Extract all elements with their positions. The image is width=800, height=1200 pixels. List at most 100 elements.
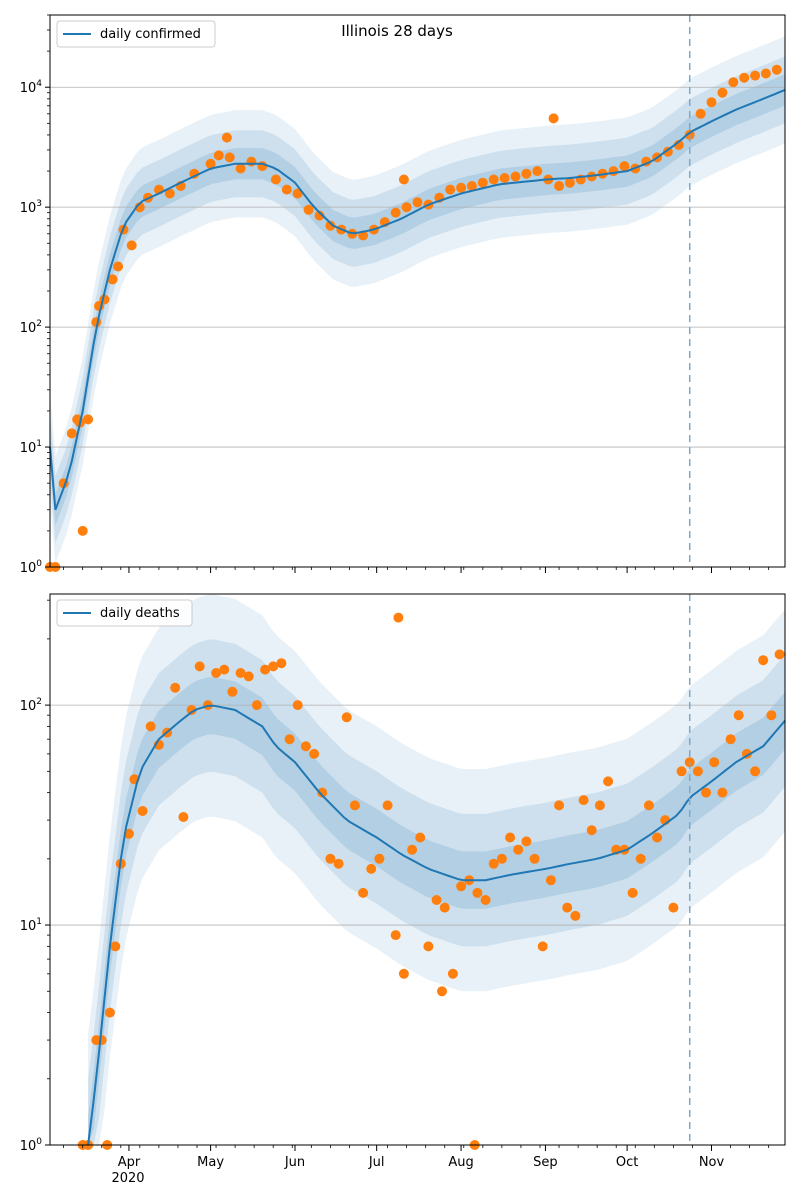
confirmed-observed-point: [564, 177, 575, 188]
deaths-x-axis: Apr May Jun Jul Aug Sep Oct Nov: [63, 1145, 770, 1170]
deaths-observed-point: [472, 887, 483, 898]
deaths-axes-frame: [49, 593, 786, 1146]
deaths-interval-bands: [88, 594, 786, 1145]
deaths-observed-point: [366, 863, 377, 874]
confirmed-legend-label: daily confirmed: [100, 27, 201, 42]
confirmed-observed-point: [412, 197, 423, 208]
confirmed-observed-point: [303, 204, 314, 215]
confirmed-observed-point: [456, 182, 467, 193]
confirmed-x-ticks: [63, 567, 770, 573]
x-axis-year-label: 2020: [111, 1171, 144, 1186]
deaths-observed-point: [341, 712, 352, 723]
deaths-observed-point: [774, 649, 785, 660]
x-tick-label-jul: Jul: [368, 1155, 385, 1170]
confirmed-observed-point: [706, 97, 717, 108]
deaths-observed-point: [423, 941, 434, 952]
confirmed-observed-point: [126, 240, 137, 251]
confirmed-observed-point: [205, 158, 216, 169]
deaths-observed-point: [627, 887, 638, 898]
deaths-observed-point: [692, 766, 703, 777]
confirmed-observed-point: [521, 168, 532, 179]
confirmed-observed-point: [499, 173, 510, 183]
deaths-observed-point: [537, 941, 548, 952]
deaths-observed-point: [758, 655, 769, 666]
deaths-observed-point: [456, 881, 467, 892]
deaths-observed-point: [529, 853, 540, 864]
confirmed-observed-point: [66, 428, 77, 439]
deaths-observed-point: [145, 721, 156, 732]
deaths-observed-point: [227, 686, 238, 697]
deaths-observed-point: [251, 700, 262, 711]
deaths-legend: daily deaths: [56, 599, 193, 627]
deaths-observed-point: [505, 832, 516, 843]
confirmed-observed-point: [270, 174, 281, 185]
deaths-observed-point: [333, 858, 344, 869]
confirmed-observed-point: [221, 132, 232, 143]
deaths-observed-point: [513, 844, 524, 855]
deaths-observed-point: [358, 887, 369, 898]
deaths-observed-point: [545, 875, 556, 886]
confirmed-observed-point: [189, 168, 200, 179]
x-tick-label-apr: Apr: [118, 1155, 141, 1170]
deaths-observed-point: [309, 748, 320, 759]
deaths-observed-point: [398, 968, 409, 979]
confirmed-observed-point: [246, 156, 257, 167]
confirmed-observed-point: [750, 70, 761, 81]
confirmed-observed-point: [717, 87, 728, 98]
deaths-observed-point: [268, 661, 279, 672]
deaths-observed-point: [562, 902, 573, 913]
confirmed-observed-point: [684, 129, 695, 140]
deaths-observed-point: [104, 1007, 115, 1018]
deaths-observed-point: [521, 836, 532, 847]
confirmed-observed-point: [466, 181, 477, 191]
confirmed-observed-point: [235, 163, 246, 174]
deaths-observed-point: [431, 895, 442, 905]
confirmed-observed-point: [739, 72, 750, 83]
deaths-observed-point: [300, 741, 311, 752]
confirmed-observed-point: [771, 64, 782, 75]
deaths-observed-point: [717, 787, 728, 798]
deaths-observed-point: [701, 787, 712, 798]
confirmed-observed-point: [488, 174, 499, 185]
deaths-observed-point: [186, 705, 197, 715]
deaths-observed-point: [317, 787, 328, 798]
chart-title: Illinois 28 days: [341, 22, 453, 40]
confirmed-legend: daily confirmed: [56, 20, 216, 48]
confirmed-observed-point: [760, 68, 771, 79]
deaths-observed-point: [709, 757, 720, 768]
deaths-observed-point: [554, 800, 565, 811]
deaths-observed-point: [284, 734, 295, 745]
deaths-observed-point: [393, 612, 404, 623]
deaths-observed-point: [733, 710, 744, 721]
deaths-observed-point: [178, 812, 189, 822]
deaths-observed-point: [676, 766, 687, 777]
deaths-observed-point: [211, 668, 222, 678]
deaths-observed-point: [170, 682, 181, 693]
deaths-observed-point: [235, 668, 246, 678]
confirmed-observed-point: [164, 188, 175, 199]
deaths-band-2: [88, 639, 786, 1145]
deaths-observed-point: [349, 800, 360, 811]
deaths-observed-point: [447, 968, 458, 979]
confirmed-observed-point: [695, 108, 706, 119]
deaths-observed-point: [488, 858, 499, 869]
deaths-observed-point: [586, 825, 597, 836]
deaths-observed-point: [292, 700, 303, 711]
confirmed-observed-point: [445, 184, 456, 195]
confirmed-observed-point: [83, 414, 94, 425]
deaths-observed-point: [325, 853, 336, 864]
confirmed-observed-point: [77, 525, 88, 536]
deaths-observed-point: [96, 1035, 107, 1046]
confirmed-observed-point: [619, 161, 630, 172]
deaths-observed-point: [594, 800, 605, 811]
confirmed-observed-point: [548, 113, 559, 124]
deaths-observed-point: [407, 844, 418, 855]
deaths-observed-point: [652, 832, 663, 843]
confirmed-observed-point: [401, 202, 412, 213]
deaths-legend-label: daily deaths: [100, 606, 180, 621]
deaths-observed-point: [219, 664, 230, 675]
confirmed-observed-point: [390, 207, 401, 218]
deaths-observed-point: [374, 853, 385, 864]
deaths-observed-point: [260, 664, 271, 675]
